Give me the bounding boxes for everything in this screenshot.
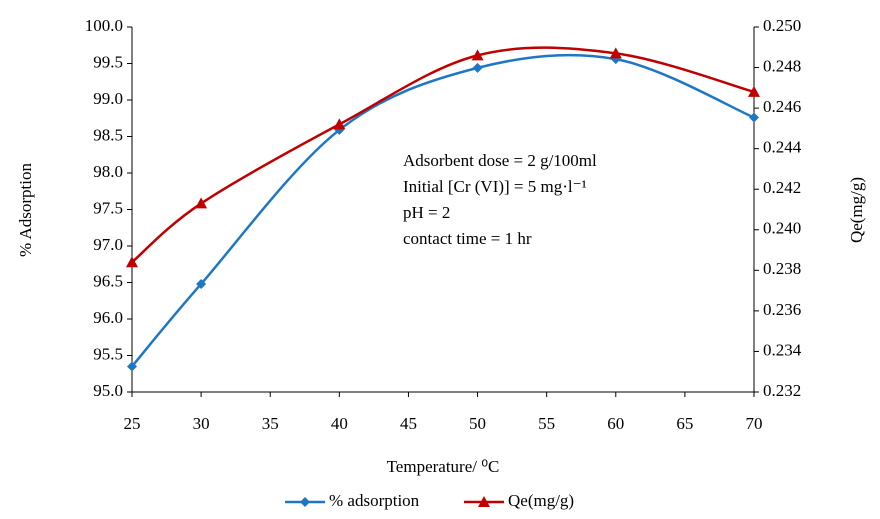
- data-point: [196, 278, 207, 289]
- annotation: Initial [Cr (VI)] = 5 mg·l⁻¹: [403, 177, 587, 196]
- x-tick-label: 30: [193, 414, 210, 433]
- data-point: [195, 197, 208, 209]
- data-point: [333, 118, 346, 130]
- y2-tick-label: 0.238: [763, 259, 801, 278]
- x-tick-label: 60: [607, 414, 624, 433]
- x-tick-label: 40: [331, 414, 348, 433]
- x-tick-label: 35: [262, 414, 279, 433]
- y-tick-label: 96.0: [93, 308, 123, 327]
- y-tick-label: 99.5: [93, 52, 123, 71]
- y-tick-label: 96.5: [93, 271, 123, 290]
- y-tick-label: 100.0: [85, 16, 123, 35]
- x-tick-label: 25: [124, 414, 141, 433]
- legend-label: Qe(mg/g): [508, 491, 574, 510]
- x-tick-label: 45: [400, 414, 417, 433]
- y2-tick-label: 0.250: [763, 16, 801, 35]
- y2-tick-label: 0.236: [763, 300, 801, 319]
- annotation: pH = 2: [403, 203, 450, 222]
- y2-tick-label: 0.248: [763, 56, 801, 75]
- y2-axis-title: Qe(mg/g): [847, 177, 866, 243]
- data-point: [471, 49, 484, 61]
- y2-tick-label: 0.242: [763, 178, 801, 197]
- y-tick-label: 97.5: [93, 198, 123, 217]
- x-axis-title: Temperature/ ⁰C: [387, 457, 500, 476]
- data-point: [472, 62, 483, 73]
- x-tick-label: 70: [746, 414, 763, 433]
- annotation: Adsorbent dose = 2 g/100ml: [403, 151, 597, 170]
- y-tick-label: 99.0: [93, 89, 123, 108]
- x-tick-label: 55: [538, 414, 555, 433]
- data-point: [127, 361, 137, 372]
- annotation: contact time = 1 hr: [403, 229, 532, 248]
- legend-label: % adsorption: [329, 491, 420, 510]
- y-tick-label: 95.0: [93, 381, 123, 400]
- data-point: [749, 112, 759, 123]
- y2-tick-label: 0.234: [763, 340, 802, 359]
- y2-tick-label: 0.240: [763, 219, 801, 238]
- data-point: [126, 256, 138, 268]
- y-axis-title: % Adsorption: [16, 163, 35, 257]
- y2-tick-label: 0.232: [763, 381, 801, 400]
- x-tick-label: 65: [676, 414, 693, 433]
- legend-marker: [300, 497, 310, 507]
- y-tick-label: 98.0: [93, 162, 123, 181]
- data-point: [609, 47, 622, 59]
- data-point: [748, 85, 760, 97]
- x-tick-label: 50: [469, 414, 486, 433]
- legend-marker: [478, 496, 490, 507]
- y2-tick-label: 0.244: [763, 138, 802, 157]
- y2-tick-label: 0.246: [763, 97, 801, 116]
- y-tick-label: 98.5: [93, 125, 123, 144]
- y-tick-label: 95.5: [93, 344, 123, 363]
- y-tick-label: 97.0: [93, 235, 123, 254]
